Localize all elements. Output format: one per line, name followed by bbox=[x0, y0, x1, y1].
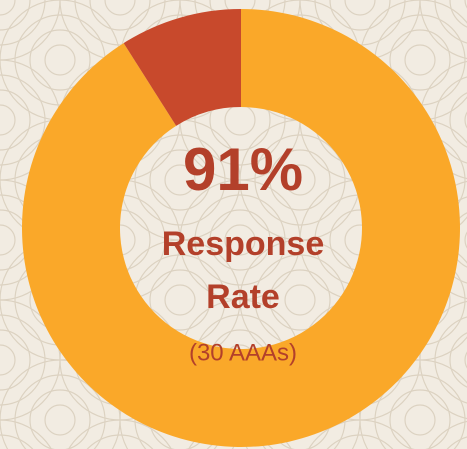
donut-slice bbox=[21, 9, 461, 447]
donut bbox=[21, 9, 461, 447]
center-title: Response bbox=[162, 225, 325, 263]
center-value: 91% bbox=[183, 136, 303, 203]
donut-slice bbox=[123, 9, 241, 126]
center-title: Rate bbox=[206, 278, 280, 316]
center-subtitle: (30 AAAs) bbox=[189, 339, 297, 366]
